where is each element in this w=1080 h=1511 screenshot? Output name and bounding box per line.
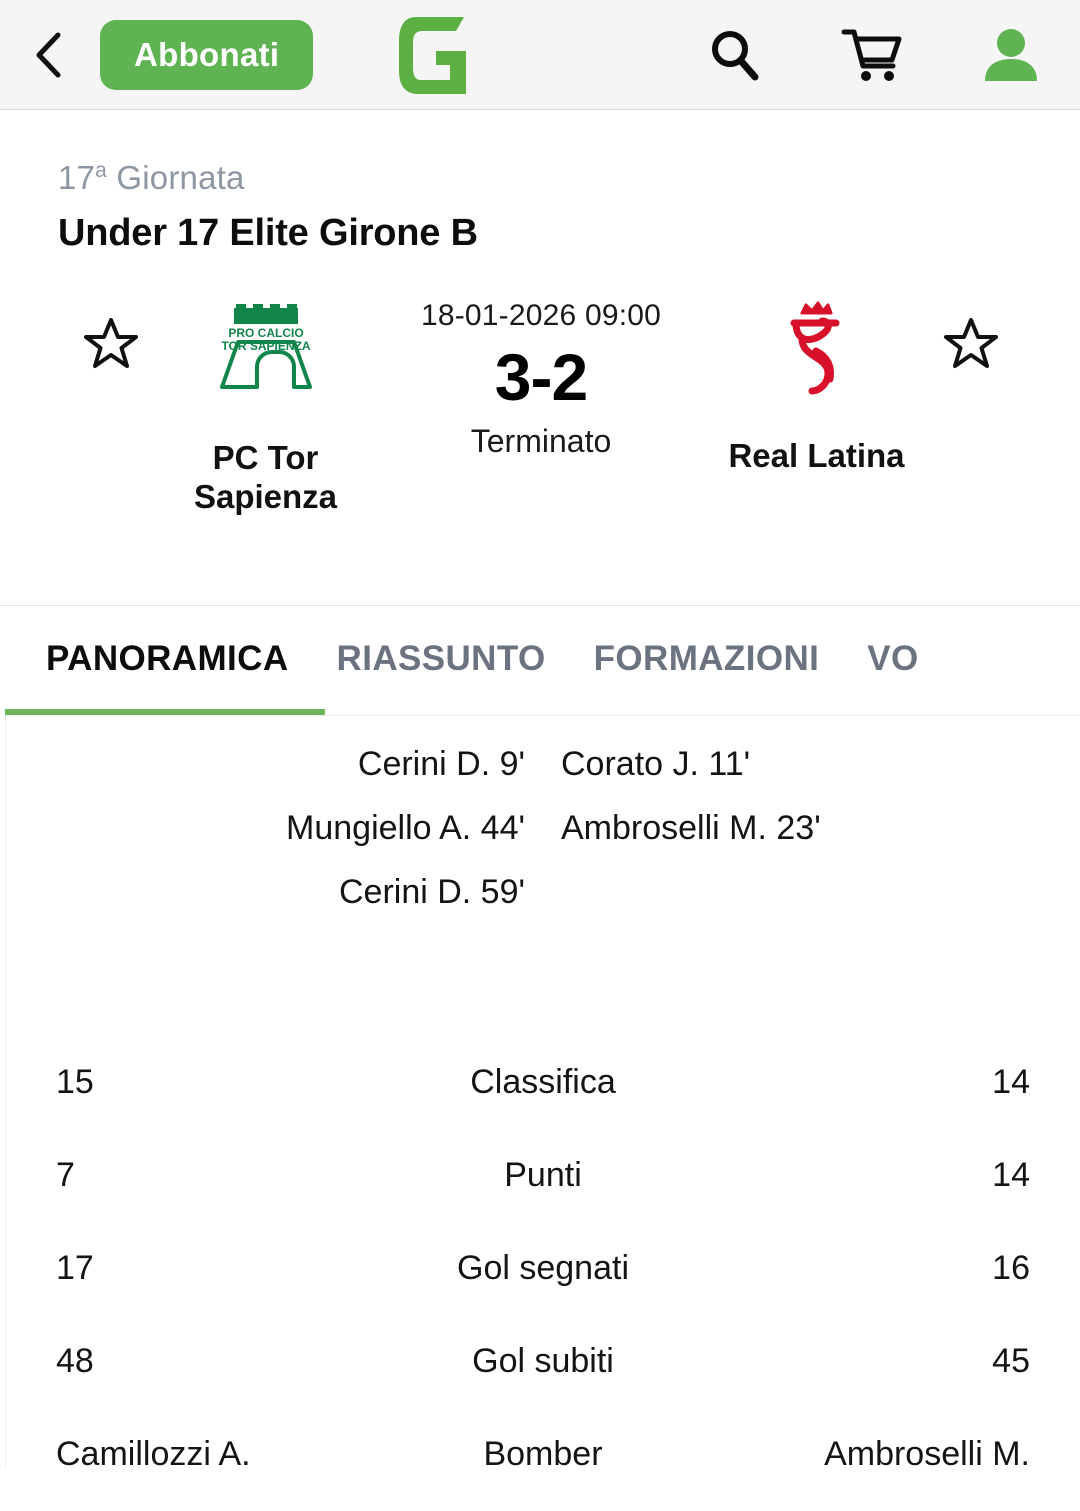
stat-away-value: 45 (992, 1341, 1030, 1380)
cart-button[interactable] (804, 0, 942, 110)
stat-row-punti: 7 Punti 14 (6, 1129, 1080, 1222)
matchday-label: 17a Giornata (58, 158, 1080, 198)
goal-item: Ambroselli M. 23' (561, 808, 821, 847)
tor-sapienza-crest-icon: PRO CALCIO TOR SAPIENZA (201, 299, 331, 395)
stat-label: Bomber (483, 1434, 603, 1473)
account-button[interactable] (942, 0, 1080, 110)
away-team-name: Real Latina (728, 436, 905, 474)
tab-list: PANORAMICA RIASSUNTO FORMAZIONI VO (0, 606, 1080, 712)
subscribe-button[interactable]: Abbonati (100, 19, 314, 90)
g-logo-icon[interactable] (391, 9, 477, 101)
search-button[interactable] (666, 0, 804, 110)
tab-bar[interactable]: PANORAMICA RIASSUNTO FORMAZIONI VO (0, 604, 1080, 715)
app-header: Abbonati (0, 0, 1080, 110)
stat-row-bomber: Camillozzi A. Bomber Ambroselli M. (6, 1408, 1080, 1501)
stat-away-value: Ambroselli M. (824, 1434, 1030, 1473)
person-icon (985, 29, 1037, 81)
match-score: 3-2 (494, 339, 588, 414)
goal-item: Mungiello A. 44' (286, 808, 525, 847)
stat-row-gol-subiti: 48 Gol subiti 45 (6, 1315, 1080, 1408)
home-team[interactable]: PRO CALCIO TOR SAPIENZA PC Tor Sapienza (140, 299, 391, 517)
goal-item: Cerini D. 9' (357, 744, 525, 783)
stat-home-value: Camillozzi A. (56, 1434, 251, 1473)
kickoff-datetime: 18-01-2026 09:00 (420, 298, 662, 332)
goal-item: Corato J. 11' (561, 744, 751, 783)
real-latina-crest-icon (752, 299, 882, 395)
match-center: 18-01-2026 09:00 3-2 Terminato (391, 299, 691, 460)
tab-voti[interactable]: VO (867, 638, 919, 678)
stat-away-value: 14 (992, 1062, 1030, 1101)
competition-title: Under 17 Elite Girone B (58, 211, 478, 254)
tab-panoramica[interactable]: PANORAMICA (46, 638, 289, 678)
match-header: PRO CALCIO TOR SAPIENZA PC Tor Sapienza … (0, 299, 1080, 569)
home-goalscorers: Cerini D. 9' Mungiello A. 44' Cerini D. … (6, 732, 543, 924)
stat-away-value: 14 (992, 1155, 1030, 1194)
tab-formazioni[interactable]: FORMAZIONI (593, 638, 820, 678)
stat-label: Gol segnati (457, 1248, 629, 1287)
stat-home-value: 7 (56, 1155, 75, 1194)
stat-home-value: 48 (56, 1341, 94, 1380)
matchday-ordinal: a (95, 159, 107, 182)
home-team-name: PC Tor Sapienza (193, 438, 338, 515)
stat-row-gol-segnati: 17 Gol segnati 16 (6, 1222, 1080, 1315)
star-outline-icon (944, 317, 998, 368)
matchday-suffix: Giornata (107, 159, 245, 196)
favorite-away-button[interactable] (942, 315, 1000, 373)
panoramica-panel: Cerini D. 9' Mungiello A. 44' Cerini D. … (5, 714, 1080, 1473)
stat-home-value: 15 (56, 1062, 94, 1101)
back-button[interactable] (0, 0, 96, 110)
stat-home-value: 17 (56, 1248, 94, 1287)
cart-icon (841, 29, 902, 81)
stat-label: Classifica (470, 1062, 616, 1101)
stat-label: Punti (504, 1155, 582, 1194)
stat-row-classifica: 15 Classifica 14 (6, 1036, 1080, 1129)
header-action-icons (666, 0, 1080, 110)
svg-text:PRO CALCIO: PRO CALCIO (228, 326, 303, 340)
star-outline-icon (84, 317, 138, 368)
goal-item: Cerini D. 59' (338, 872, 525, 911)
active-tab-indicator (5, 708, 325, 715)
away-team[interactable]: Real Latina (691, 299, 942, 476)
competition-block: 17a Giornata Under 17 Elite Girone B (0, 110, 1080, 255)
tab-riassunto[interactable]: RIASSUNTO (336, 638, 546, 678)
stat-label: Gol subiti (472, 1341, 614, 1380)
goalscorers: Cerini D. 9' Mungiello A. 44' Cerini D. … (6, 716, 1080, 924)
stat-away-value: 16 (992, 1248, 1030, 1287)
chevron-left-icon (36, 32, 61, 77)
favorite-home-button[interactable] (82, 315, 140, 373)
search-icon (712, 31, 759, 81)
matchday-number: 17 (58, 159, 96, 196)
match-status: Terminato (470, 422, 612, 459)
away-goalscorers: Corato J. 11' Ambroselli M. 23' (543, 732, 1080, 924)
team-comparison-stats: 15 Classifica 14 7 Punti 14 17 Gol segna… (6, 1036, 1080, 1501)
